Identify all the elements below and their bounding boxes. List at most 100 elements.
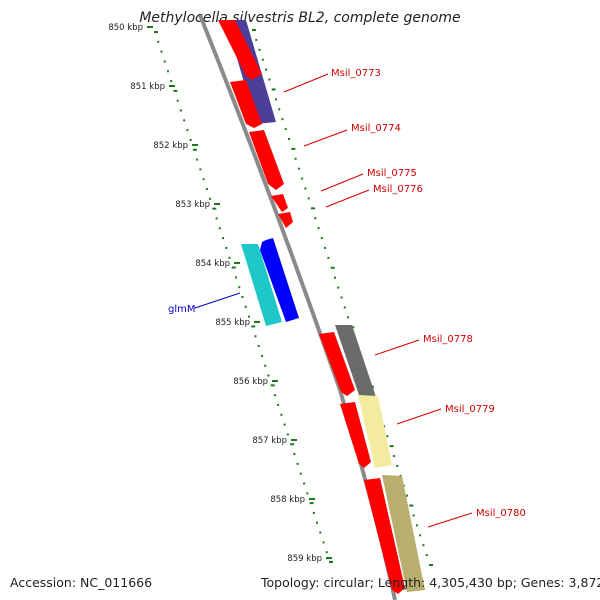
gene-label-layer: Msil_0773 Msil_0774 Msil_0775 Msil_0776 … <box>168 68 526 528</box>
outer-tick-mark <box>235 276 238 279</box>
inner-tick-mark <box>258 48 261 51</box>
tick-label: 854 kbp <box>195 259 230 269</box>
gene-arrow-Msil_0773b <box>230 80 262 128</box>
outer-tick-mark <box>303 482 306 485</box>
gene-arrow-Msil_0779 <box>340 402 371 468</box>
outer-tick-mark <box>241 296 244 298</box>
inner-tick-mark <box>304 187 307 190</box>
outer-tick-mark <box>299 472 302 475</box>
label-glmM: glmM <box>168 304 196 315</box>
outer-tick-mark <box>170 80 173 83</box>
map-title: Methylocella silvestris BL2, complete ge… <box>139 10 460 26</box>
tick-label: 855 kbp <box>215 318 250 328</box>
outer-tick-mark <box>257 345 260 348</box>
outer-tick-mark <box>267 374 270 377</box>
outer-tick-mark <box>192 148 197 151</box>
outer-tick-mark <box>247 315 250 318</box>
outer-tick-mark <box>316 521 319 524</box>
tick-major-mark <box>234 262 240 264</box>
outer-tick-mark <box>260 354 263 357</box>
outer-tick-mark <box>225 246 228 249</box>
gene-arrow-Msil_0773 <box>218 20 262 80</box>
tick-label: 857 kbp <box>252 436 287 446</box>
outer-tick-mark <box>160 50 163 53</box>
inner-tick-mark <box>301 177 304 180</box>
accession-label: Accession: NC_011666 <box>10 575 152 590</box>
tick-label: 852 kbp <box>153 141 188 151</box>
genome-backbone <box>198 14 397 600</box>
outer-tick-mark <box>222 237 225 240</box>
outer-tick-mark <box>238 286 241 289</box>
inner-tick-mark <box>330 266 335 269</box>
inner-tick-mark <box>284 128 287 131</box>
tick-label: 858 kbp <box>270 495 305 505</box>
outer-tick-mark <box>251 325 256 328</box>
inner-tick-mark <box>291 147 296 150</box>
outer-tick-mark <box>212 207 217 210</box>
label-Msil_0779: Msil_0779 <box>445 404 495 415</box>
outer-tick-mark <box>202 178 205 181</box>
inner-tick-mark <box>347 316 350 319</box>
outer-tick-mark <box>163 60 166 63</box>
inner-tick-mark <box>392 455 395 458</box>
outer-tick-mark <box>183 119 186 122</box>
topology-label: Topology: circular; Length: 4,305,430 bp… <box>260 575 600 590</box>
outer-tick-mark <box>179 109 182 112</box>
outer-tick-mark <box>319 531 322 534</box>
outer-tick-mark <box>154 31 158 33</box>
outer-tick-mark <box>228 256 231 259</box>
tick-major-mark <box>326 557 332 559</box>
inner-tick-mark <box>399 474 402 477</box>
outer-tick-mark <box>186 129 189 132</box>
feature-layer <box>218 20 425 594</box>
label-Msil_0780: Msil_0780 <box>476 508 526 519</box>
outer-tick-mark <box>290 443 295 446</box>
inner-tick-mark <box>327 256 330 259</box>
inner-tick-mark <box>333 276 336 279</box>
label-Msil_0773: Msil_0773 <box>331 68 381 79</box>
tick-major-mark <box>254 321 260 323</box>
outer-tick-mark <box>293 453 296 456</box>
inner-tick-mark <box>255 38 258 41</box>
inner-tick-mark <box>317 227 320 230</box>
outer-tick-mark <box>286 433 289 436</box>
leader-Msil_0776 <box>325 189 370 208</box>
label-Msil_0774: Msil_0774 <box>351 123 401 134</box>
outer-tick-mark <box>231 266 236 269</box>
outer-tick-mark <box>322 541 325 544</box>
gene-arrow-Msil_0776 <box>278 212 293 228</box>
gene-arrow-Msil_0774 <box>249 130 284 190</box>
outer-tick-mark <box>277 403 280 406</box>
outer-tick-mark <box>264 364 267 367</box>
feature-track-cyan <box>241 244 282 326</box>
outer-tick-mark <box>306 492 309 495</box>
inner-tick-mark <box>314 217 317 220</box>
tick-label: 851 kbp <box>130 82 165 92</box>
inner-tick-mark <box>343 306 346 309</box>
inner-tick-mark <box>340 296 343 299</box>
outer-tick-mark <box>218 227 221 230</box>
inner-tick-mark <box>271 88 276 91</box>
outer-tick-mark <box>189 138 192 141</box>
outer-tick-mark <box>283 423 286 426</box>
leader-Msil_0773 <box>283 73 329 93</box>
inner-tick-mark <box>265 68 268 71</box>
inner-tick-mark <box>278 108 281 111</box>
tick-label: 850 kbp <box>108 23 143 33</box>
inner-tick-mark <box>281 118 284 121</box>
outer-tick-mark <box>166 70 169 73</box>
inner-tick-mark <box>386 435 389 438</box>
inner-tick-mark <box>268 78 271 81</box>
tick-label: 859 kbp <box>287 554 322 564</box>
outer-tick-mark <box>244 305 247 308</box>
leader-Msil_0775 <box>320 173 364 192</box>
gene-arrow-Msil_0780 <box>364 478 405 594</box>
label-Msil_0775: Msil_0775 <box>367 168 417 179</box>
inner-tick-mark <box>429 564 433 566</box>
leader-glmM <box>194 292 241 309</box>
inner-tick-mark <box>337 286 340 289</box>
outer-tick-mark <box>270 384 275 387</box>
feature-track-olive <box>382 475 425 592</box>
feature-track-grey <box>335 325 376 398</box>
